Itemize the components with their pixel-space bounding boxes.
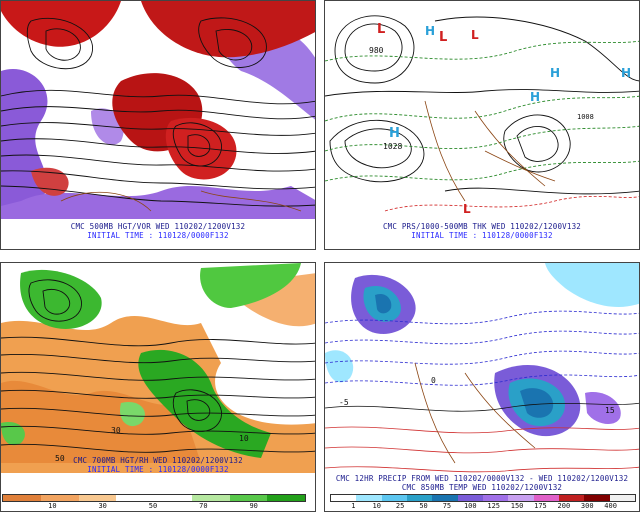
colorbar-tick-label: 10 [48, 502, 57, 510]
colorbar-tick-label: 150 [510, 502, 524, 510]
colorbar-swatch [457, 495, 483, 501]
isobar-value-1008: 1008 [577, 113, 594, 121]
colorbar-swatch [267, 495, 305, 501]
map-label-b: 50 [55, 454, 65, 463]
high-label-4: H [530, 90, 540, 104]
panel-700mb-hgt-rh: 10 50 30 CMC 700MB HGT/RH WED 110202/120… [0, 262, 316, 512]
low-label-2: L [439, 30, 447, 45]
panel-500mb-hgt-vor: CMC 500MB HGT/VOR WED 110202/1200V132 IN… [0, 0, 316, 250]
colorbar-swatch [40, 495, 79, 501]
colorbar-tick-label: 30 [98, 502, 107, 510]
colorbar-tick-label: 1 [351, 502, 356, 510]
colorbar-tick-label: 50 [148, 502, 158, 510]
colorbar-swatch [584, 495, 610, 501]
colorbar-swatch [331, 495, 357, 501]
colorbar-swatch [356, 495, 382, 501]
map-label-a: -5 [339, 398, 349, 407]
colorbar-precip [330, 494, 636, 502]
colorbar-tick-label: 10 [372, 502, 381, 510]
colorbar-rh [2, 494, 306, 502]
colorbar-swatch [381, 495, 407, 501]
caption-line-2: INITIAL TIME : 110128/0000F132 [411, 231, 553, 240]
colorbar-swatch [229, 495, 268, 501]
caption-line-2: INITIAL TIME : 110128/0000F132 [87, 231, 229, 240]
colorbar-tick-label: 50 [419, 502, 428, 510]
colorbar-tick-label: 70 [199, 502, 208, 510]
colorbar-swatch [116, 495, 154, 501]
map-700mb-hgt-rh: 10 50 30 [1, 263, 315, 511]
map-label-a: 10 [239, 434, 249, 443]
panel-precip-850mb-temp: -5 15 0 CMC 12HR PRECIP FROM WED 110202/… [324, 262, 640, 512]
colorbar-swatch [432, 495, 458, 501]
colorbar-swatch [3, 495, 41, 501]
colorbar-tick-label: 400 [604, 502, 617, 510]
map-precip-850mb-temp: -5 15 0 [325, 263, 639, 511]
low-value-1: 980 [369, 46, 384, 55]
high-label-5: H [621, 66, 631, 80]
caption-line-2: CMC 850MB TEMP WED 110202/1200V132 [401, 483, 563, 492]
colorbar-tick-label: 100 [463, 502, 477, 510]
caption-line-1: CMC 500MB HGT/VOR WED 110202/1200V132 [70, 222, 246, 231]
low-label-4: L [463, 202, 471, 216]
colorbar-tick-label: 125 [487, 502, 501, 510]
colorbar-swatch [154, 495, 192, 501]
high-label-1: H [389, 126, 400, 141]
panel-prs-thk: L 980 L L L H 1028 H H H H 1008 CMC PRS/… [324, 0, 640, 250]
colorbar-swatch [558, 495, 585, 501]
caption-line-2: INITIAL TIME : 110128/0000F132 [87, 465, 229, 474]
high-label-2: H [425, 24, 435, 38]
map-prs-thk: L 980 L L L H 1028 H H H H 1008 [325, 1, 639, 249]
map-label-c: 0 [431, 376, 436, 385]
low-label-3: L [471, 28, 479, 42]
caption-line-1: CMC PRS/1000-500MB THK WED 110202/1200V1… [382, 222, 582, 231]
colorbar-swatch [508, 495, 534, 501]
colorbar-tick-label: 175 [534, 502, 547, 510]
colorbar-tick-label: 200 [557, 502, 571, 510]
colorbar-tick-label: 75 [442, 502, 452, 510]
colorbar-swatch [406, 495, 433, 501]
colorbar-swatch [533, 495, 559, 501]
map-500mb-hgt-vor [1, 1, 315, 249]
map-label-b: 15 [605, 406, 615, 415]
caption-line-1: CMC 700MB HGT/RH WED 110202/1200V132 [73, 456, 243, 465]
colorbar-tick-label: 25 [395, 502, 405, 510]
colorbar-tick-label: 300 [580, 502, 594, 510]
high-value-1: 1028 [383, 142, 402, 151]
low-label-1: L [377, 22, 385, 37]
height-contours [1, 17, 315, 207]
colorbar-tick-label: 90 [249, 502, 258, 510]
colorbar-swatch [482, 495, 509, 501]
high-label-3: H [550, 66, 560, 80]
map-label-c: 30 [111, 426, 121, 435]
caption-line-1: CMC 12HR PRECIP FROM WED 110202/0000V132… [335, 474, 629, 483]
colorbar-swatch [191, 495, 230, 501]
colorbar-swatch [609, 495, 635, 501]
colorbar-swatch [78, 495, 117, 501]
